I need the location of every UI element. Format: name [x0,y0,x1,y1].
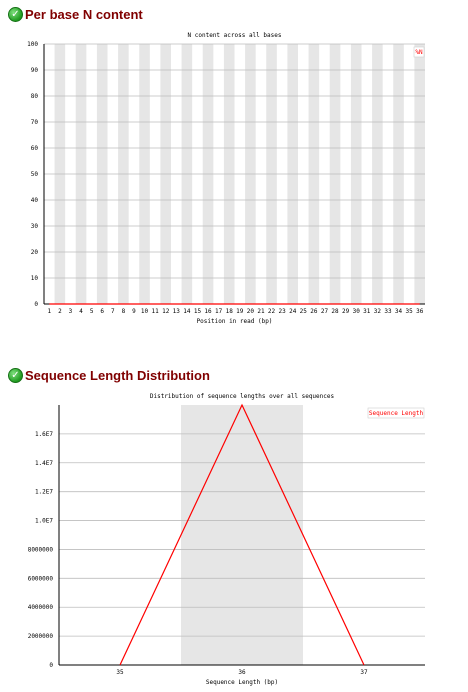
chart-title: N content across all bases [188,32,282,39]
x-tick-label: 36 [416,308,424,315]
y-tick-label: 1.4E7 [35,460,53,467]
x-tick-label: 26 [310,308,318,315]
section-title-text: Sequence Length Distribution [25,368,210,383]
x-tick-label: 35 [116,669,124,676]
y-tick-label: 0 [49,662,53,669]
x-axis-label: Position in read (bp) [197,318,273,325]
x-tick-label: 24 [289,308,297,315]
y-tick-label: 8000000 [28,546,54,553]
x-tick-label: 19 [236,308,244,315]
chart-title: Distribution of sequence lengths over al… [150,393,335,400]
x-tick-label: 27 [321,308,329,315]
y-tick-label: 4000000 [28,604,54,611]
x-tick-label: 33 [384,308,392,315]
y-tick-label: 10 [31,275,39,282]
x-tick-label: 10 [141,308,149,315]
pass-tick-icon: ✓ [8,368,23,383]
legend-entry: %N [415,49,423,56]
x-tick-label: 31 [363,308,371,315]
x-axis-label: Sequence Length (bp) [206,679,278,686]
x-tick-label: 3 [69,308,73,315]
y-tick-label: 50 [31,171,39,178]
x-tick-label: 5 [90,308,94,315]
x-tick-label: 28 [331,308,339,315]
y-tick-label: 0 [34,301,38,308]
x-tick-label: 15 [194,308,202,315]
legend-box [367,407,425,419]
x-tick-label: 4 [79,308,83,315]
pass-tick-icon: ✓ [8,7,23,22]
y-tick-label: 2000000 [28,633,54,640]
legend-entry: Sequence Length [369,410,424,417]
x-tick-label: 30 [353,308,361,315]
x-tick-label: 37 [360,669,368,676]
y-tick-label: 80 [31,93,39,100]
x-tick-label: 23 [279,308,287,315]
x-tick-label: 36 [238,669,246,676]
x-tick-label: 7 [111,308,115,315]
section-title-n-content: ✓ Per base N content [8,7,143,22]
x-tick-label: 2 [58,308,62,315]
y-tick-label: 40 [31,197,39,204]
x-tick-label: 22 [268,308,276,315]
section-title-text: Per base N content [25,7,143,22]
x-tick-label: 29 [342,308,350,315]
x-tick-label: 35 [406,308,414,315]
x-tick-label: 8 [122,308,126,315]
y-tick-label: 60 [31,145,39,152]
y-tick-label: 100 [27,41,38,48]
x-tick-label: 6 [100,308,104,315]
x-tick-label: 32 [374,308,382,315]
y-tick-label: 20 [31,249,39,256]
x-tick-label: 9 [132,308,136,315]
x-tick-label: 20 [247,308,255,315]
x-tick-label: 25 [300,308,308,315]
section-title-seq-length: ✓ Sequence Length Distribution [8,368,210,383]
x-tick-label: 16 [204,308,212,315]
legend-box [413,46,425,58]
y-tick-label: 1.0E7 [35,518,53,525]
x-tick-label: 11 [152,308,160,315]
y-tick-label: 1.2E7 [35,489,53,496]
x-tick-label: 18 [226,308,234,315]
x-tick-label: 17 [215,308,223,315]
x-tick-label: 14 [183,308,191,315]
position-band [181,405,303,665]
x-tick-label: 1 [47,308,51,315]
x-tick-label: 21 [257,308,265,315]
y-tick-label: 1.6E7 [35,431,53,438]
y-tick-label: 70 [31,119,39,126]
y-tick-label: 90 [31,67,39,74]
x-tick-label: 34 [395,308,403,315]
y-tick-label: 6000000 [28,575,54,582]
y-tick-label: 30 [31,223,39,230]
series-line [119,403,365,666]
x-tick-label: 13 [173,308,181,315]
x-tick-label: 12 [162,308,170,315]
